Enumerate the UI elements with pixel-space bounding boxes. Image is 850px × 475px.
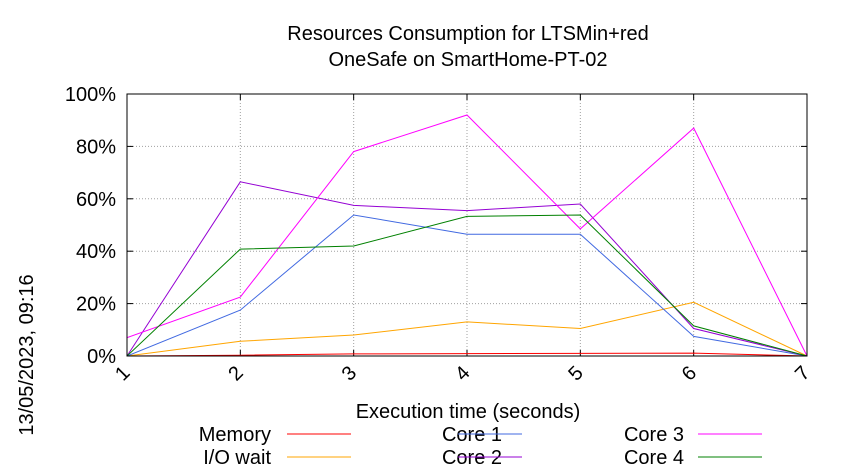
- series-line-core-3: [126, 114, 808, 357]
- legend-label: Core 1: [442, 424, 502, 446]
- y-tick-label: 20%: [76, 294, 116, 316]
- legend-label: Core 3: [624, 424, 684, 446]
- series-line-i-o-wait: [126, 301, 808, 357]
- x-axis-label: Execution time (seconds): [356, 401, 581, 423]
- grid-lines: [127, 94, 807, 356]
- x-tick-label: 1: [111, 362, 134, 385]
- x-tick-label: 5: [564, 362, 587, 385]
- legend-item-memory: Memory: [199, 424, 351, 446]
- series-line-core-1: [126, 214, 808, 357]
- legend-item-core-4: Core 4: [624, 447, 762, 469]
- y-tick-label: 40%: [76, 241, 116, 263]
- timestamp-label: 13/05/2023, 09:16: [16, 274, 38, 435]
- y-tick-label: 80%: [76, 136, 116, 158]
- y-axis-ticks: 0% 20% 40% 60% 80% 100%: [65, 84, 807, 368]
- x-tick-label: 4: [451, 362, 474, 385]
- chart-title-line1: Resources Consumption for LTSMin+red: [287, 23, 648, 45]
- y-tick-label: 100%: [65, 84, 116, 106]
- legend-label: Core 2: [442, 447, 502, 469]
- series-lines: [126, 114, 808, 357]
- x-tick-label: 6: [678, 362, 701, 385]
- x-tick-label: 2: [224, 362, 247, 385]
- y-tick-label: 0%: [87, 346, 116, 368]
- chart-title-line2: OneSafe on SmartHome-PT-02: [328, 49, 607, 71]
- legend-item-core-2: Core 2: [442, 447, 522, 469]
- series-line-memory: [126, 352, 808, 357]
- legend-item-core-1: Core 1: [442, 424, 522, 446]
- x-tick-label: 7: [791, 362, 814, 385]
- legend-label: Core 4: [624, 447, 684, 469]
- plot-frame: [126, 93, 808, 357]
- series-line-core-4: [126, 214, 808, 357]
- legend-item-i-o-wait: I/O wait: [203, 447, 351, 469]
- legend-label: I/O wait: [203, 447, 271, 469]
- x-tick-label: 3: [338, 362, 361, 385]
- chart-title: Resources Consumption for LTSMin+red One…: [287, 23, 648, 71]
- legend-item-core-3: Core 3: [624, 424, 762, 446]
- x-axis-ticks: 1 2 3 4 5 6 7: [111, 94, 814, 385]
- legend-label: Memory: [199, 424, 271, 446]
- y-tick-label: 60%: [76, 189, 116, 211]
- series-line-core-2: [126, 181, 808, 357]
